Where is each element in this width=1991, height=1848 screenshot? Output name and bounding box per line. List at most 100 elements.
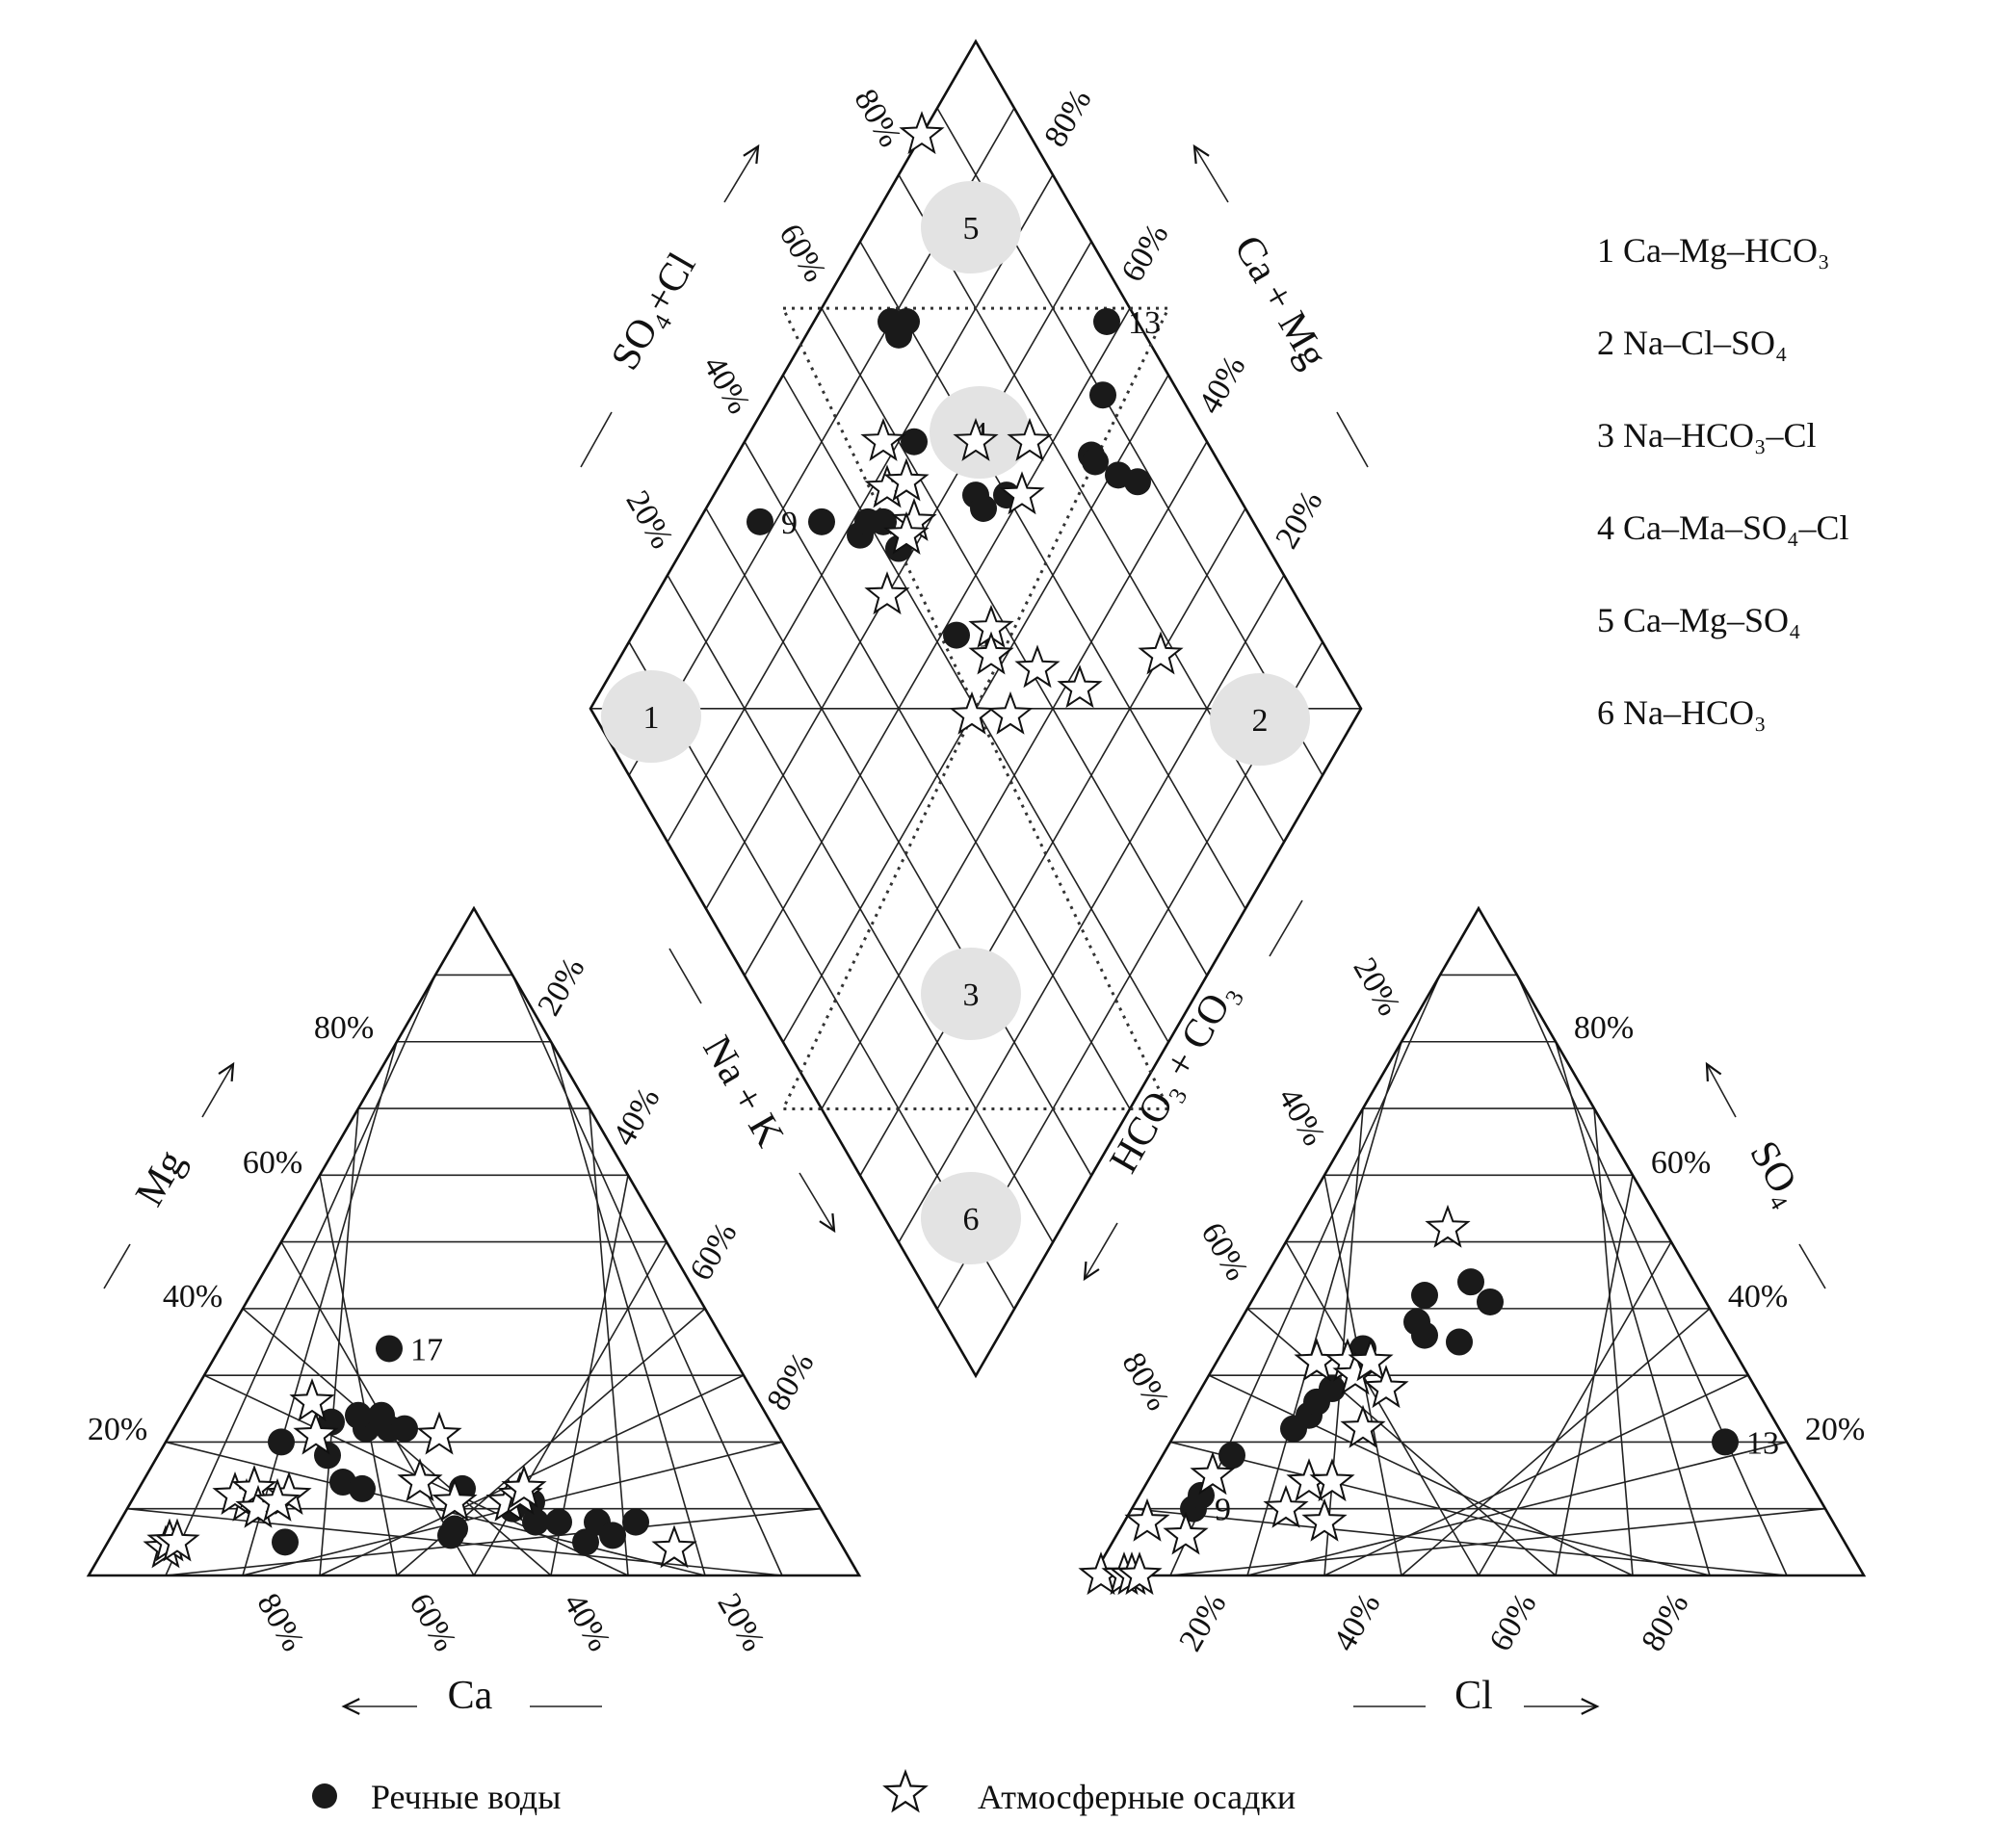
- zone-legend-2: 2 Na–Cl–SO₄: [1597, 324, 1788, 362]
- river-anion-point: [1446, 1328, 1473, 1356]
- anion-triangle-gridline: [1555, 1041, 1711, 1576]
- tick-so4: 80%: [1574, 1010, 1634, 1046]
- river-cation-point: [441, 1515, 468, 1543]
- river-anion-point-label: 9: [1215, 1493, 1231, 1528]
- zone-layer: 123456: [601, 181, 1310, 1264]
- tick-ca-bottom: 40%: [556, 1588, 616, 1657]
- tick-ca-bottom: 80%: [249, 1588, 310, 1657]
- river-cation-point: [345, 1401, 372, 1429]
- precip-anion-point: [1294, 1338, 1340, 1382]
- tick-so4-left: 40%: [1271, 1082, 1331, 1152]
- precip-diamond-point: [1007, 417, 1053, 461]
- axis-label-camg: Ca + Mg: [1225, 228, 1336, 376]
- nak-arrow-head: [819, 1212, 836, 1234]
- tick-ca-bottom: 60%: [402, 1588, 462, 1657]
- zone-number-2: 2: [1252, 703, 1269, 739]
- axis-label-ca: Ca: [448, 1674, 493, 1718]
- legend-river-marker: [312, 1783, 337, 1809]
- anion-triangle-gridline: [1285, 1241, 1480, 1576]
- river-cation-point: [272, 1528, 299, 1556]
- river-cation-point: [391, 1415, 418, 1443]
- mg-arrow-head: [218, 1061, 235, 1082]
- legend: Речные воды Атмосферные осадки: [312, 1768, 1296, 1816]
- precip-cation-point: [397, 1458, 443, 1502]
- tick-mg: 60%: [243, 1145, 302, 1181]
- hco3-arrow: [1084, 1222, 1118, 1280]
- cation-triangle-gridline: [165, 1441, 706, 1576]
- axis-label-hco3co3: HCO₃ + CO₃: [1102, 974, 1246, 1180]
- precip-diamond-point: [860, 417, 906, 461]
- river-diamond-point: [878, 307, 904, 335]
- anion-triangle-frame: [1090, 905, 1867, 1577]
- diamond-frame: [589, 39, 1363, 1379]
- tick-cl-bottom: 60%: [1482, 1588, 1543, 1657]
- river-cation-point: [599, 1522, 626, 1549]
- precip-cation-point: [293, 1411, 339, 1455]
- zone-legend-6: 6 Na–HCO₃: [1597, 693, 1767, 732]
- zone-legend-4: 4 Ca–Ma–SO₄–Cl: [1597, 508, 1849, 547]
- diamond-gridline: [898, 574, 1285, 1243]
- tick-so4: 60%: [1651, 1145, 1711, 1181]
- zone-legend: 1 Ca–Mg–HCO₃ 2 Na–Cl–SO₄ 3 Na–HCO₃–Cl 4 …: [1597, 231, 1849, 732]
- diamond-gridline: [859, 508, 1246, 1177]
- river-cation-point: [349, 1474, 376, 1502]
- precip-anion-point: [1309, 1458, 1355, 1502]
- data-points: 17 9 13 9 1 13: [143, 111, 1779, 1596]
- precip-anion-point: [1363, 1365, 1409, 1409]
- river-anion-point: [1280, 1415, 1307, 1443]
- precip-cation-point: [289, 1378, 335, 1422]
- precip-cation-point: [416, 1411, 462, 1455]
- anion-triangle-gridline: [1516, 975, 1788, 1576]
- tick-so4cl: 60%: [772, 219, 832, 288]
- cation-triangle-gridline: [550, 1041, 706, 1576]
- zone-number-5: 5: [963, 211, 980, 247]
- river-cation-point: [268, 1428, 295, 1456]
- anion-triangle-gridline: [1593, 1107, 1634, 1576]
- precip-anion-point: [1163, 1511, 1209, 1555]
- frame-layer: [86, 39, 1867, 1577]
- river-diamond-point-label: 9: [781, 506, 798, 541]
- zone-number-6: 6: [963, 1202, 980, 1237]
- precip-anion-point: [1263, 1484, 1309, 1528]
- cation-triangle-frame: [86, 905, 862, 1577]
- axis-label-so4cl: SO₄+Cl: [603, 246, 705, 377]
- anion-triangle-gridline: [1555, 1175, 1634, 1576]
- tick-so4-left: 80%: [1114, 1347, 1175, 1417]
- diamond-gridline: [821, 307, 1208, 976]
- zone-badge-5: [921, 181, 1021, 273]
- zone-badge-1: [601, 670, 701, 763]
- so4cl-arrow-head: [743, 143, 760, 165]
- river-anion-point: [1411, 1282, 1438, 1310]
- camg-arrow: [1193, 145, 1229, 203]
- precip-diamond-point: [949, 690, 995, 735]
- axis-arrows: [103, 143, 1826, 1715]
- river-cation-point: [522, 1508, 549, 1536]
- anion-triangle-gridline: [1478, 1241, 1672, 1576]
- anion-triangle-gridline: [1208, 1374, 1634, 1576]
- precip-cation-point: [432, 1477, 478, 1522]
- river-cation-point: [545, 1508, 572, 1536]
- river-diamond-point: [1124, 468, 1151, 496]
- diamond-gridline: [859, 241, 1246, 910]
- river-cation-point: [622, 1508, 649, 1536]
- precip-cation-point: [254, 1477, 301, 1522]
- river-diamond-point: [1082, 448, 1109, 476]
- precip-cation-point: [501, 1465, 547, 1508]
- cation-triangle-gridline: [242, 1308, 552, 1576]
- tick-so4cl: 40%: [695, 351, 756, 420]
- zone-legend-3: 3 Na–HCO₃–Cl: [1597, 416, 1817, 455]
- river-diamond-point: [808, 508, 835, 535]
- river-cation-point-label: 17: [410, 1332, 443, 1367]
- tick-so4: 20%: [1805, 1412, 1865, 1447]
- tick-so4cl: 20%: [618, 485, 679, 555]
- legend-precip-label: Атмосферные осадки: [978, 1778, 1296, 1816]
- river-diamond-point: [747, 508, 773, 535]
- precip-diamond-point: [1014, 644, 1061, 689]
- precip-anion-point: [1116, 1551, 1163, 1596]
- anion-triangle-gridline: [1169, 1441, 1711, 1576]
- river-cation-point: [376, 1335, 403, 1363]
- legend-precip-marker: [882, 1768, 929, 1813]
- river-diamond-point: [970, 494, 997, 522]
- zone-badge-3: [921, 948, 1021, 1040]
